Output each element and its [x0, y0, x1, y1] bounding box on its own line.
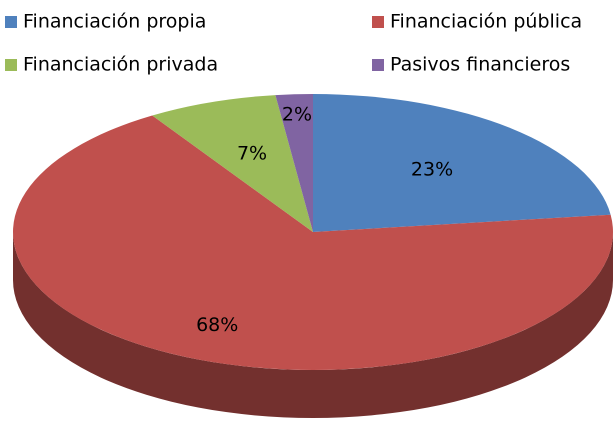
data-label: 7%	[237, 143, 267, 165]
legend-label: Financiación privada	[23, 54, 218, 76]
data-label: 23%	[411, 158, 453, 180]
legend-swatch	[372, 59, 384, 71]
legend-swatch	[372, 16, 384, 28]
pie-slice	[13, 115, 614, 370]
data-label: 68%	[196, 314, 238, 336]
pie-slice	[313, 94, 611, 232]
legend-swatch	[5, 59, 17, 71]
legend-label: Financiación propia	[23, 11, 206, 33]
pie-slice	[152, 95, 313, 233]
data-label: 2%	[282, 103, 312, 125]
pie-side	[13, 232, 613, 418]
legend-label: Pasivos financieros	[390, 54, 570, 76]
legend-swatch	[5, 16, 17, 28]
pie-slice	[275, 94, 313, 232]
legend-label: Financiación pública	[390, 11, 582, 33]
